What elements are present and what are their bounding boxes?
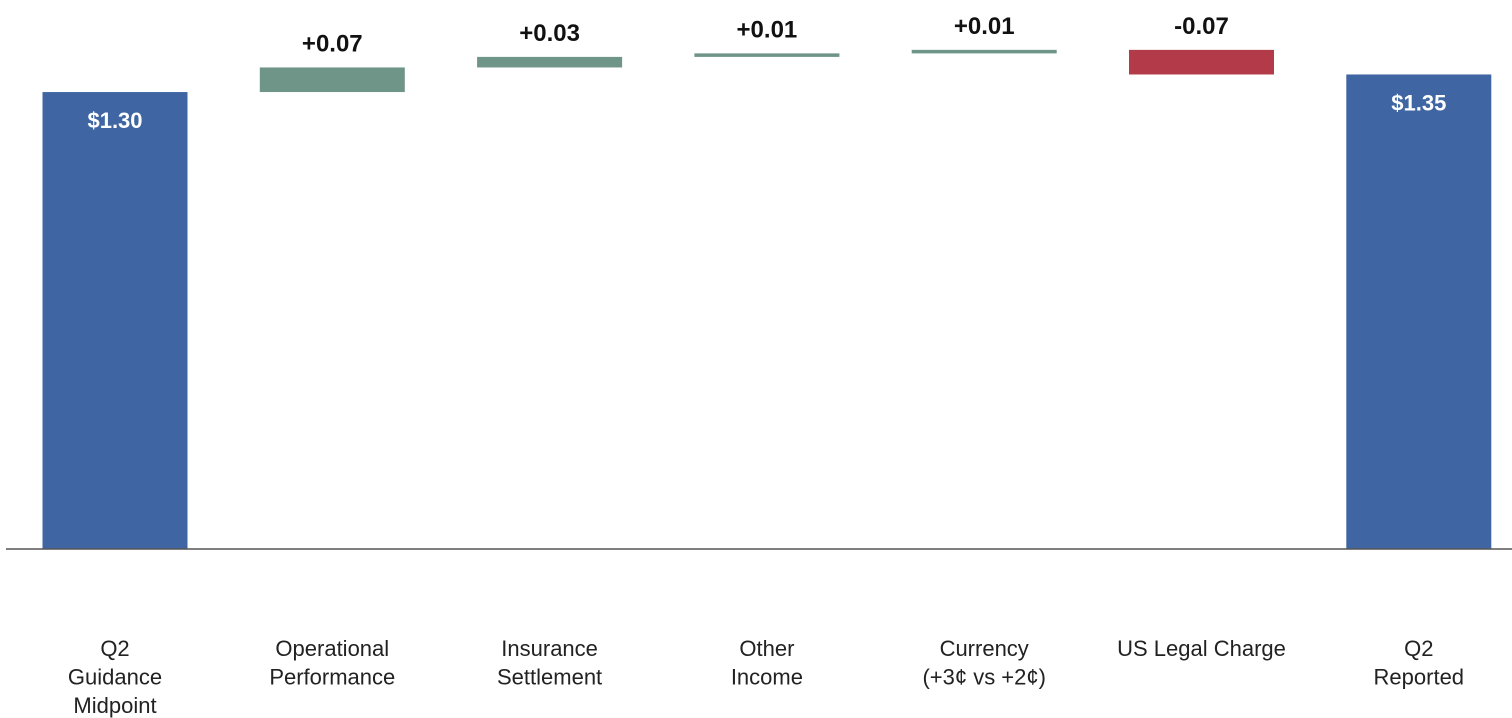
bar-3 — [477, 56, 623, 68]
category-label-line: Reported — [1374, 665, 1465, 690]
category-label-2: Operational Performance — [269, 636, 395, 690]
category-label-line: Operational — [275, 636, 389, 661]
category-label-line: Q2 — [1404, 636, 1433, 661]
data-label-4: +0.01 — [737, 16, 798, 43]
bar-2 — [259, 67, 405, 93]
category-label-4: Other Income — [731, 636, 803, 690]
data-label-3: +0.03 — [519, 20, 580, 47]
category-label-line: Income — [731, 665, 803, 690]
category-label-line: US Legal Charge — [1117, 636, 1286, 661]
category-label-5: Currency (+3¢ vs +2¢) — [922, 636, 1046, 690]
category-label-line: Insurance — [501, 636, 598, 661]
category-label-6: US Legal Charge — [1117, 636, 1286, 661]
data-label-1: $1.30 — [87, 108, 142, 133]
category-label-line: Currency — [940, 636, 1029, 661]
category-label-line: Settlement — [497, 665, 602, 690]
category-label-1: Q2 Guidance Midpoint — [68, 636, 162, 718]
bar-7 — [1346, 74, 1492, 549]
category-label-line: Guidance — [68, 665, 162, 690]
bar-1 — [42, 92, 188, 550]
bar-6 — [1129, 49, 1274, 75]
category-labels-group: Q2 Guidance Midpoint Operational Performance… — [68, 636, 1464, 718]
data-label-5: +0.01 — [954, 13, 1015, 40]
data-label-2: +0.07 — [302, 30, 363, 57]
bar-labels-group: $1.30 +0.07 +0.03 +0.01 +0.01 -0.07 $1.35 — [87, 13, 1446, 133]
category-label-3: Insurance Settlement — [497, 636, 602, 690]
category-label-line: Q2 — [100, 636, 129, 661]
bar-5 — [911, 49, 1057, 54]
bar-4 — [694, 53, 840, 57]
category-label-line: Other — [739, 636, 794, 661]
bars-group — [42, 49, 1492, 550]
category-label-line: (+3¢ vs +2¢) — [922, 665, 1046, 690]
data-label-6: -0.07 — [1174, 13, 1229, 40]
data-label-7: $1.35 — [1391, 90, 1446, 115]
category-label-line: Midpoint — [73, 693, 156, 718]
category-label-7: Q2 Reported — [1374, 636, 1465, 690]
category-label-line: Performance — [269, 665, 395, 690]
